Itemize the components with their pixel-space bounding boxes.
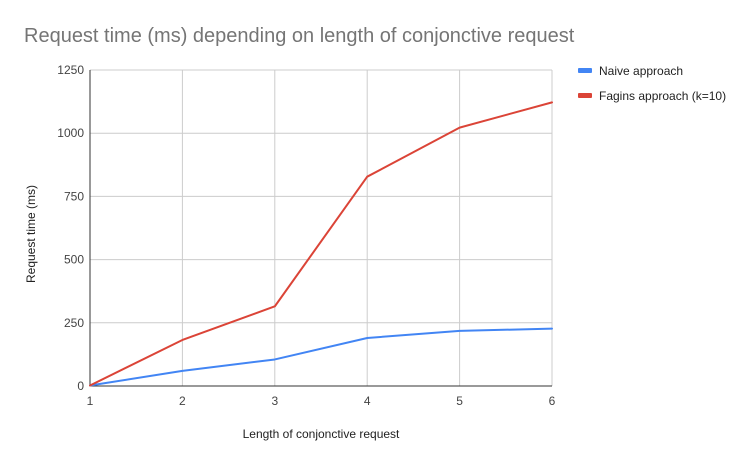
series-layer (89, 101, 553, 387)
y-tick-label: 1250 (57, 63, 84, 77)
legend-label-1: Naive approach (599, 64, 683, 78)
y-tick-label: 500 (64, 253, 84, 267)
tick-labels: 0 250 500 750 1000 1250 1 2 3 4 5 6 (57, 63, 555, 408)
y-tick-label: 0 (77, 379, 84, 393)
x-axis-title: Length of conjonctive request (243, 427, 400, 441)
y-tick-label: 250 (64, 316, 84, 330)
x-tick-label: 5 (456, 394, 463, 408)
x-tick-label: 1 (87, 394, 94, 408)
series-line-2 (89, 101, 553, 387)
series-line-1 (89, 327, 553, 387)
y-tick-label: 1000 (57, 126, 84, 140)
axes (89, 70, 552, 387)
x-tick-label: 4 (364, 394, 371, 408)
y-tick-label: 750 (64, 189, 84, 203)
y-axis-title: Request time (ms) (24, 185, 38, 283)
legend-swatch-1 (578, 68, 592, 73)
x-tick-label: 3 (271, 394, 278, 408)
legend-label-2: Fagins approach (k=10) (599, 89, 726, 103)
chart-title: Request time (ms) depending on length of… (24, 25, 575, 47)
legend: Naive approach Fagins approach (k=10) (578, 64, 726, 103)
grid-lines (90, 69, 553, 386)
x-tick-label: 6 (549, 394, 556, 408)
x-tick-label: 2 (179, 394, 186, 408)
legend-swatch-2 (578, 93, 592, 98)
